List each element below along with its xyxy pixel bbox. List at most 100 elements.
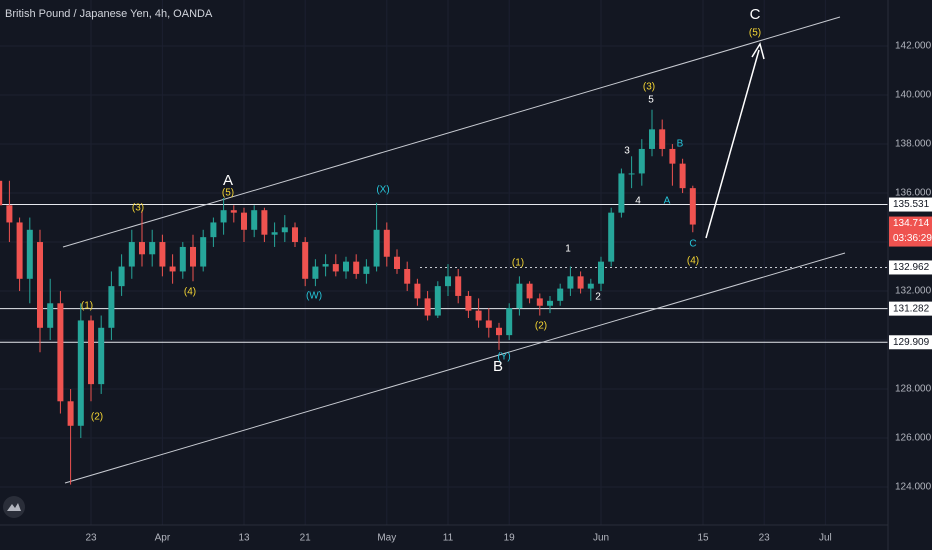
wave-label: (4) [687, 256, 699, 267]
wave-label: (3) [643, 82, 655, 93]
candle-body [689, 188, 696, 225]
wave-label: B [493, 358, 503, 375]
candle-body [210, 222, 217, 238]
candle-body [281, 227, 288, 233]
y-tick-label: 126.000 [895, 433, 932, 444]
candle-body [169, 266, 176, 272]
level-label: 131.282 [893, 303, 930, 314]
candle-body [598, 261, 604, 284]
candle-body [434, 286, 441, 316]
arrow-head [751, 42, 765, 60]
wave-label: (X) [376, 185, 389, 196]
last-price-box [889, 216, 932, 247]
x-tick-label: 21 [300, 533, 312, 544]
candle-body [618, 173, 625, 213]
candle-body [445, 276, 451, 287]
wave-label: C [689, 239, 696, 250]
candle-body [475, 310, 482, 321]
candle-body [353, 261, 360, 274]
wave-label: 4 [635, 196, 641, 207]
candle-body [628, 173, 635, 175]
candle-body [302, 242, 309, 279]
candle-body [220, 210, 227, 223]
countdown-label: 03:36:29 [893, 233, 932, 244]
x-tick-label: 23 [759, 533, 771, 544]
candle-body [312, 266, 319, 279]
chart-title: British Pound / Japanese Yen, 4h, OANDA [5, 8, 213, 20]
candle-body [404, 268, 411, 284]
candle-body [383, 229, 390, 257]
y-tick-label: 132.000 [895, 286, 932, 297]
candle-body [47, 303, 54, 328]
wave-label: (W) [306, 291, 322, 302]
candle-body [108, 286, 115, 328]
wave-label: C [750, 6, 761, 23]
candle-body [496, 327, 502, 336]
candles [0, 109, 696, 485]
level-label-box [889, 197, 932, 212]
wave-label: 5 [648, 95, 654, 106]
candle-body [424, 298, 431, 316]
wave-label: (1) [512, 258, 524, 269]
x-tick-label: 15 [697, 533, 709, 544]
x-tick-label: Jul [819, 533, 832, 544]
level-label: 129.909 [893, 337, 930, 348]
candle-body [679, 163, 686, 189]
candle-body [77, 320, 84, 426]
candle-body [577, 276, 584, 289]
candle-body [118, 266, 125, 287]
projection-arrow [705, 49, 760, 239]
candle-body [271, 232, 278, 235]
candle-body [241, 212, 247, 230]
candle-body [587, 283, 594, 289]
candle-body [506, 308, 513, 336]
candle-body [88, 320, 94, 385]
x-tick-label: Jun [593, 533, 609, 544]
candle-body [547, 300, 553, 306]
x-tick-label: 11 [443, 533, 454, 544]
candle-body [373, 229, 380, 267]
candle-body [567, 276, 574, 289]
candle-body [485, 320, 492, 328]
candle-body [669, 148, 676, 164]
candle-body [659, 129, 666, 149]
candle-body [251, 210, 258, 230]
candle-body [455, 276, 462, 296]
x-tick-label: 13 [238, 533, 250, 544]
wave-label: (3) [132, 203, 144, 214]
wave-label: 2 [595, 292, 601, 303]
wave-label: (4) [184, 287, 196, 298]
candle-body [149, 242, 156, 255]
logo [3, 496, 25, 518]
level-label-box [889, 301, 932, 316]
candle-body [159, 242, 166, 267]
candle-body [536, 298, 543, 306]
wave-label: (5) [222, 188, 234, 199]
candle-body [465, 295, 472, 311]
trendline-upper [62, 16, 841, 248]
wave-label: (Y) [497, 352, 510, 363]
candle-body [292, 227, 298, 243]
axes: 124.000126.000128.000130.000132.000134.0… [85, 41, 932, 544]
candle-body [57, 303, 64, 402]
candle-body [557, 288, 564, 301]
candle-body [322, 264, 329, 267]
level-label: 132.962 [893, 262, 930, 273]
wave-label: (2) [535, 321, 547, 332]
candle-body [649, 129, 655, 149]
wave-label: A [223, 172, 233, 189]
y-tick-label: 142.000 [895, 41, 932, 52]
y-tick-label: 124.000 [895, 482, 932, 493]
candle-body [200, 237, 207, 267]
y-tick-label: 136.000 [895, 188, 932, 199]
levels [0, 204, 888, 343]
candle-body [26, 229, 33, 279]
level-label-box [889, 335, 932, 350]
wave-label: B [677, 139, 684, 150]
candle-body [6, 205, 13, 223]
wave-label: (5) [749, 28, 761, 39]
candle-body [363, 266, 370, 274]
trendline-lower [64, 252, 846, 484]
